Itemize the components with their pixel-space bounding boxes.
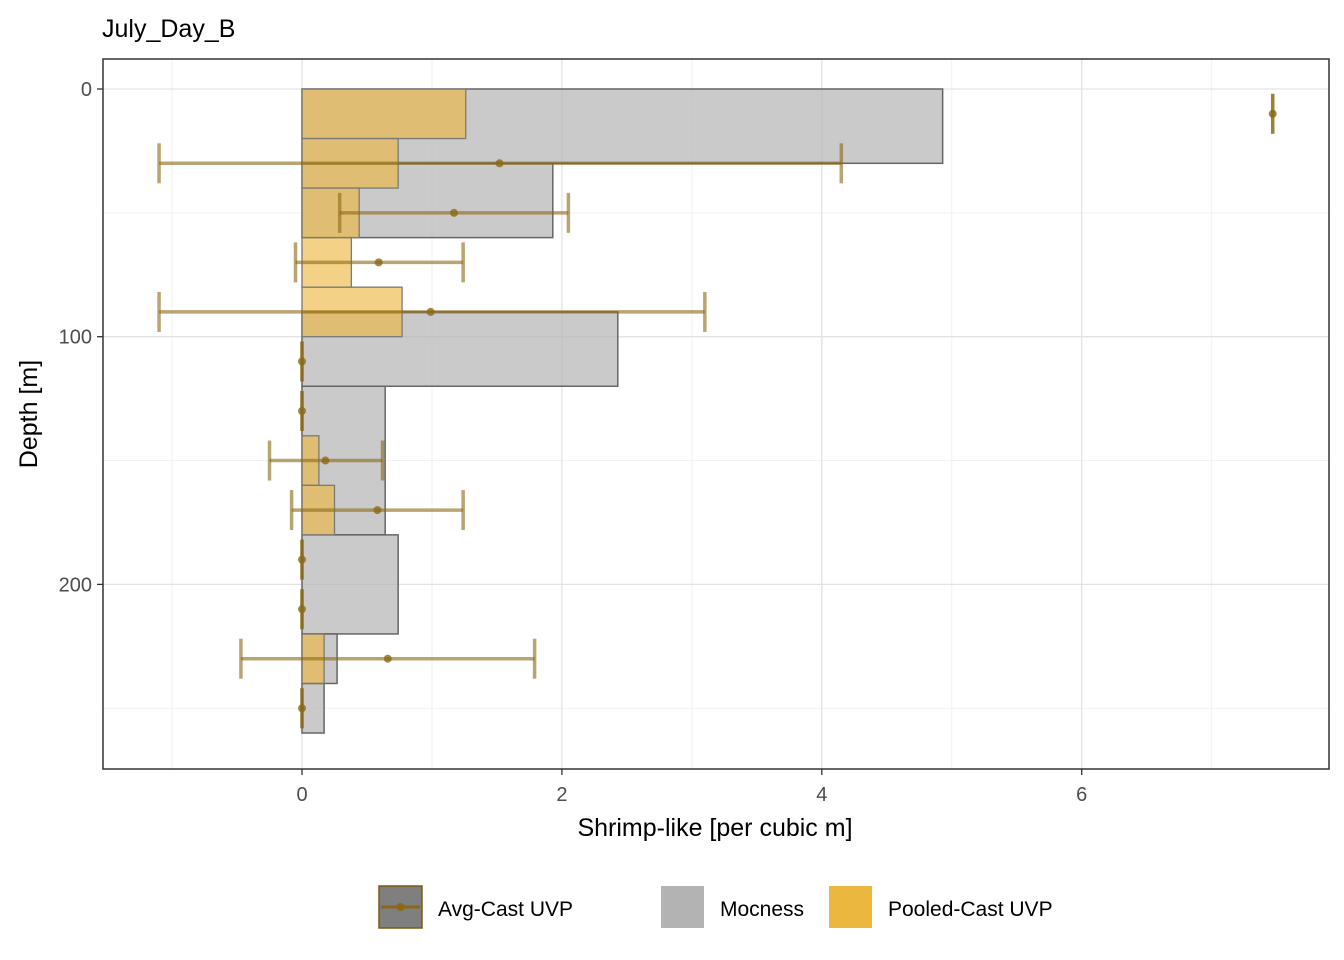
x-axis-title: Shrimp-like [per cubic m]	[577, 814, 852, 842]
avg-cast-errorbar	[267, 440, 385, 481]
avg-cast-errorbar	[239, 638, 537, 679]
x-tick-label: 6	[1076, 784, 1087, 806]
legend-label-pooled-cast: Pooled-Cast UVP	[888, 898, 1053, 921]
avg-cast-errorbar	[298, 589, 306, 630]
legend-key-mocness	[661, 886, 704, 928]
avg-cast-point	[298, 704, 306, 713]
y-tick-label: 100	[59, 327, 92, 349]
x-tick-label: 2	[556, 784, 567, 806]
avg-cast-point	[298, 357, 306, 366]
chart-title: July_Day_B	[102, 15, 235, 43]
legend: Avg-Cast UVP Mocness Pooled-Cast UVP	[378, 885, 1053, 929]
avg-cast-errorbar	[293, 242, 465, 283]
pooled-cast-bar	[301, 88, 467, 140]
avg-cast-errorbar	[298, 539, 306, 580]
avg-cast-point	[298, 555, 306, 564]
avg-cast-errorbar	[298, 688, 306, 729]
avg-cast-point	[450, 208, 459, 217]
avg-cast-point	[383, 654, 392, 663]
avg-cast-errorbar	[298, 391, 306, 432]
grid	[103, 59, 1329, 769]
y-axis-ticks: 0 100 200	[59, 79, 103, 596]
legend-item-pooled-cast: Pooled-Cast UVP	[829, 886, 1053, 928]
y-tick-label: 200	[59, 574, 92, 596]
legend-key-pooled-cast	[829, 886, 872, 928]
legend-item-mocness: Mocness	[661, 886, 804, 928]
avg-cast-errorbar	[157, 291, 707, 332]
x-axis-ticks: 0 2 4 6	[296, 769, 1087, 806]
avg-cast-point	[1268, 109, 1277, 118]
avg-cast-errorbar	[1268, 93, 1277, 134]
legend-label-mocness: Mocness	[720, 898, 804, 921]
avg-cast-errorbar	[157, 143, 844, 184]
legend-item-avg-cast: Avg-Cast UVP	[378, 885, 573, 929]
legend-label-avg-cast: Avg-Cast UVP	[438, 898, 573, 921]
avg-cast-point	[298, 407, 306, 416]
avg-cast-errorbar	[337, 192, 571, 233]
avg-cast-errorbar	[289, 490, 465, 531]
y-tick-label: 0	[81, 79, 92, 101]
avg-cast-point	[495, 159, 504, 168]
x-tick-label: 0	[296, 784, 307, 806]
plot-panel-border	[102, 58, 1330, 770]
mocness-bar	[301, 534, 399, 635]
avg-cast-errorbar	[298, 341, 306, 382]
legend-key-avg-cast-point	[396, 903, 405, 911]
x-tick-label: 4	[816, 784, 827, 806]
y-axis-title: Depth [m]	[15, 360, 43, 468]
avg-cast-point	[298, 605, 306, 614]
avg-cast-point	[321, 456, 330, 465]
avg-cast-errorbars	[157, 93, 1277, 729]
avg-cast-point	[373, 506, 382, 515]
avg-cast-point	[374, 258, 383, 267]
avg-cast-point	[426, 307, 435, 316]
